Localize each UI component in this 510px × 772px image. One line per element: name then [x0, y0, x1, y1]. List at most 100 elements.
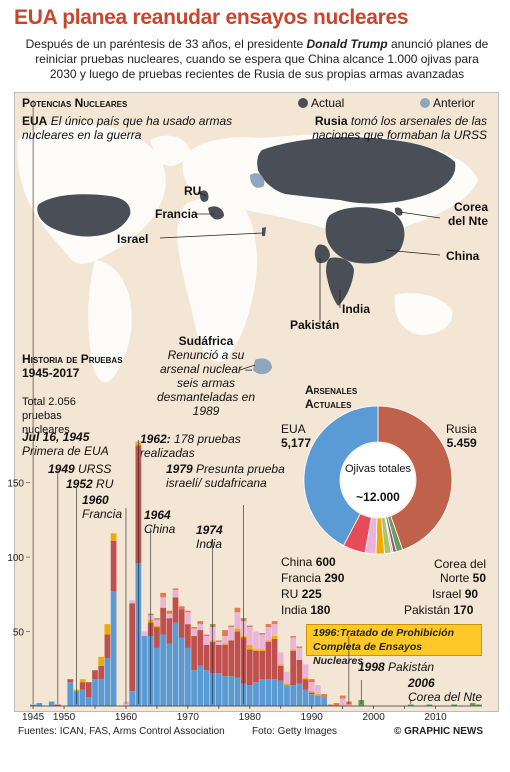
usa-shape	[37, 194, 131, 237]
bar-china-1984	[271, 621, 278, 625]
bar-francia-1977	[228, 627, 235, 641]
donut-center-value: ~12.000	[356, 490, 400, 504]
bar-francia-1972	[197, 624, 204, 631]
bar-eua-1977	[228, 676, 235, 706]
china-shape	[325, 207, 405, 264]
label-china: China	[446, 249, 480, 263]
bar-china-1970	[185, 610, 191, 613]
bar-otros-2009	[426, 704, 433, 706]
bar-eua-1965	[154, 647, 160, 706]
arsenal-label-pakistan: Pakistán 170	[404, 603, 474, 617]
bar-rusia-1978	[234, 631, 241, 678]
bar-rusia-1965	[154, 627, 160, 648]
bar-rusia-1987	[290, 650, 296, 686]
bar-ru-1953	[79, 679, 86, 683]
bar-eua-1981	[253, 682, 259, 706]
bar-ru-1958	[110, 533, 117, 541]
bar-rusia-1988	[296, 659, 303, 684]
bar-eua-1989	[302, 689, 309, 706]
bar-francia-1986	[284, 671, 290, 684]
bar-china-1969	[178, 606, 185, 610]
x-tick-label-1960: 1960	[115, 712, 138, 723]
legend-former-label: Anterior	[433, 96, 476, 110]
bar-rusia-1985	[277, 665, 284, 681]
event-1979: 1979 Presunta prueba israelí/ sudafrican…	[166, 462, 285, 490]
bar-francia-1985	[277, 652, 284, 665]
usa-note: EUA El único país que ha usado armas nuc…	[22, 114, 233, 142]
bar-ru-1991	[315, 694, 321, 696]
bar-rusia-1980	[246, 649, 253, 686]
bar-rusia-1990	[308, 692, 315, 695]
map-heading: Potencias Nucleares	[22, 96, 128, 110]
bar-eua-1969	[178, 637, 185, 706]
bar-eua-1986	[284, 685, 290, 706]
bar-francia-1987	[290, 637, 296, 650]
bar-eua-1963	[141, 636, 148, 706]
y-tick-label: 100	[7, 553, 24, 564]
bar-francia-1963	[141, 631, 148, 637]
bar-ru-1982	[259, 649, 266, 651]
bar-eua-1978	[234, 677, 241, 706]
x-tick-label-1970: 1970	[177, 712, 200, 723]
bar-eua-1983	[265, 679, 272, 706]
bar-otros-2016	[469, 703, 476, 706]
bar-eua-1980	[246, 685, 253, 706]
x-tick-label-1950: 1950	[53, 712, 76, 723]
bar-china-1977	[228, 625, 235, 628]
bar-china-1968	[172, 588, 179, 590]
bar-francia-1980	[246, 627, 253, 645]
x-tick-label-1980: 1980	[239, 712, 262, 723]
bar-rusia-1976	[222, 644, 228, 677]
uk-shape	[199, 190, 209, 202]
label-israel: Israel	[117, 232, 149, 246]
bar-china-1995	[339, 695, 346, 699]
bar-eua-1988	[296, 683, 303, 706]
bar-china-1973	[203, 634, 210, 637]
bar-china-1983	[265, 624, 272, 628]
bar-eua-1961	[129, 691, 136, 706]
bar-eua-1970	[185, 647, 191, 706]
bar-eua-1945	[30, 704, 36, 706]
bar-francia-1973	[203, 636, 210, 645]
bar-ru-1980	[246, 644, 253, 650]
south-africa-note: Sudáfrica Renunció a su arsenal nuclear –…	[156, 334, 256, 418]
arsenal-label-russia: Rusia 5.459	[446, 422, 477, 450]
footer-sources: Fuentes: ICAN, FAS, Arms Control Associa…	[18, 726, 225, 737]
bar-china-1975	[216, 640, 222, 642]
label-pakistan: Pakistán	[290, 318, 340, 332]
bar-eua-1946	[36, 703, 43, 706]
bar-rusia-1967	[166, 618, 173, 644]
treaty-callout: 1996:Tratado de Prohibición Completa de …	[306, 624, 482, 667]
bar-rusia-1953	[79, 682, 86, 690]
bar-rusia-1955	[92, 670, 98, 680]
bar-eua-1966	[160, 634, 166, 706]
event-1952: 1952 RU	[66, 477, 114, 491]
south-africa-shape	[253, 358, 272, 375]
event-1964: 1964 China	[144, 508, 176, 536]
bar-ru-1990	[308, 691, 315, 693]
arsenal-label-usa: EUA 5,177	[281, 422, 312, 450]
bar-eua-1975	[216, 673, 222, 706]
event-2006: 2006 Corea del Nte	[408, 676, 483, 704]
bar-francia-1971	[191, 628, 197, 637]
bar-eua-1985	[277, 680, 284, 706]
bar-rusia-1971	[191, 636, 197, 671]
slice-rusia	[377, 405, 453, 551]
bar-eua-1968	[172, 622, 179, 706]
bar-china-1967	[166, 610, 173, 614]
bar-china-1994	[333, 703, 340, 706]
france-shape	[208, 206, 224, 220]
bar-ru-1986	[284, 683, 290, 686]
label-north-korea: Corea del Nte	[447, 200, 488, 228]
bar-francia-1990	[308, 682, 315, 692]
bar-francia-1961	[129, 600, 136, 604]
bar-eua-1954	[85, 697, 92, 706]
label-uk: RU	[184, 184, 202, 198]
bar-china-1992	[321, 694, 327, 698]
bar-francia-1966	[160, 597, 166, 608]
bar-francia-1982	[259, 634, 266, 650]
bar-ru-1981	[253, 649, 259, 651]
bar-francia-1995	[339, 698, 346, 706]
bar-ru-1976	[222, 643, 228, 645]
